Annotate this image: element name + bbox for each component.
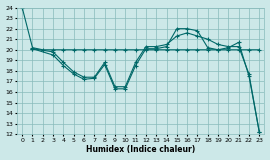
X-axis label: Humidex (Indice chaleur): Humidex (Indice chaleur) <box>86 145 195 154</box>
